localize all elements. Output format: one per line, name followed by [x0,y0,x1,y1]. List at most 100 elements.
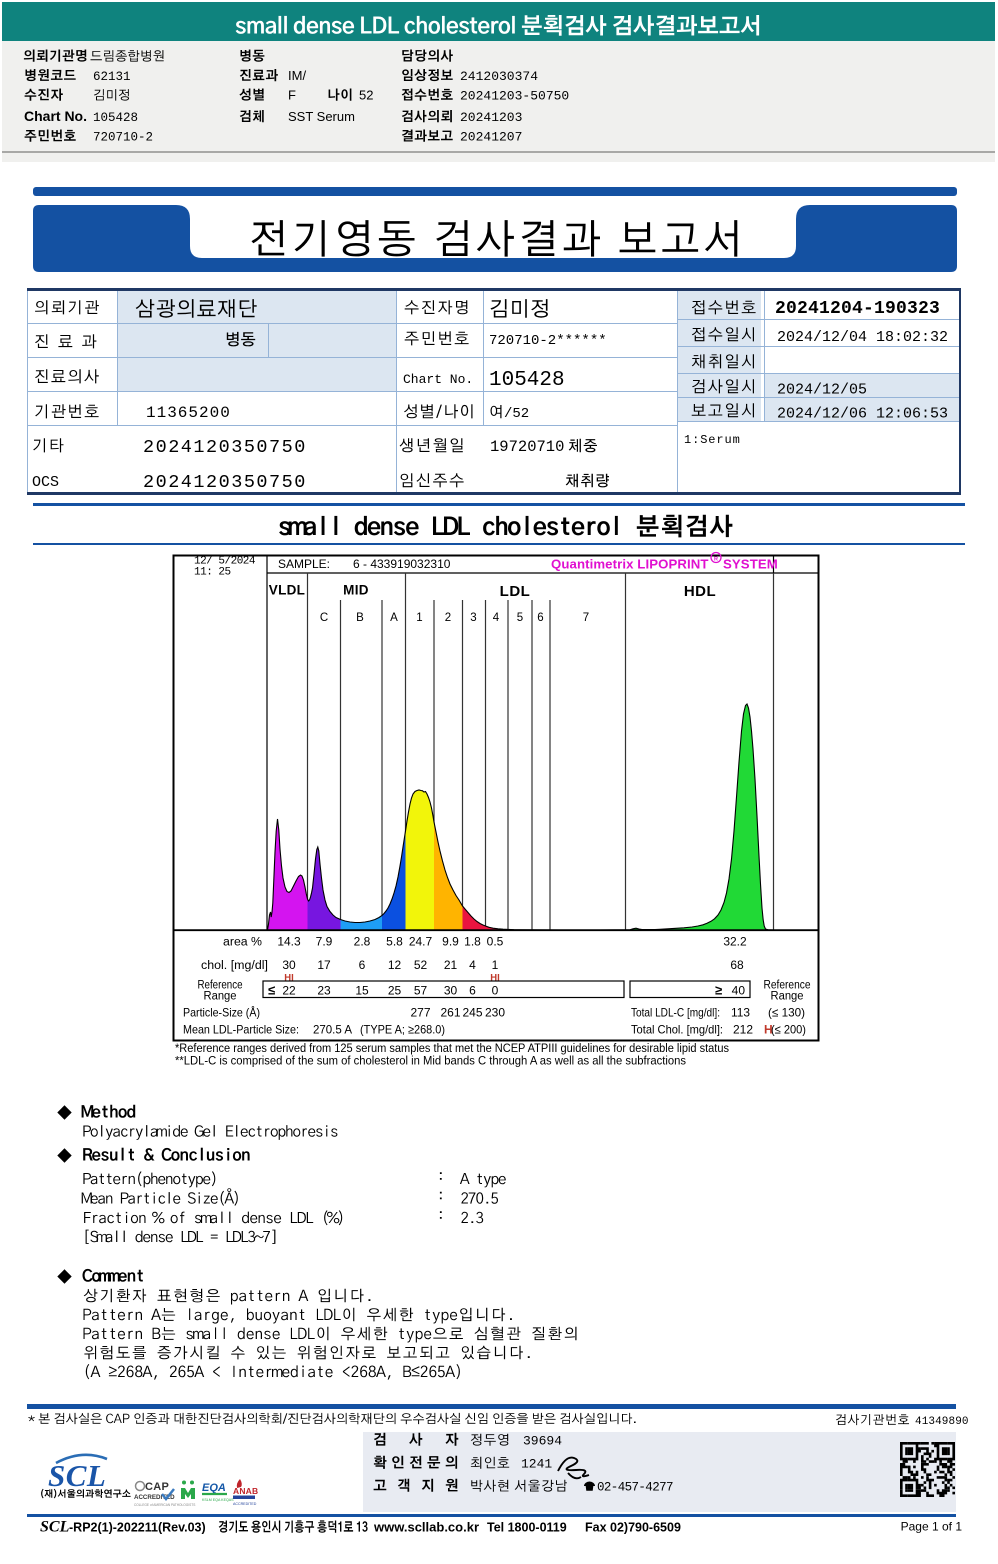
svg-text:20241207: 20241207 [460,130,522,145]
svg-text:≥: ≥ [715,983,722,998]
svg-text:6: 6 [469,984,476,998]
svg-text:2.8: 2.8 [354,935,371,949]
svg-text:Chart No.: Chart No. [403,372,473,387]
svg-text:24.7: 24.7 [409,935,433,949]
svg-text:EQA: EQA [202,1482,226,1494]
svg-text:4: 4 [469,958,476,972]
svg-text:ACCREDITED: ACCREDITED [134,1494,175,1501]
svg-text:57: 57 [414,984,428,998]
svg-text:23: 23 [317,984,331,998]
svg-text:9.9: 9.9 [442,935,459,949]
svg-text:62131: 62131 [93,70,131,84]
svg-text:SST Serum: SST Serum [288,109,355,124]
svg-text:2024/12/06 12:06:53: 2024/12/06 12:06:53 [777,406,948,423]
svg-text:21: 21 [444,958,458,972]
svg-text:**LDL-C is comprised of the su: **LDL-C is comprised of the sum of chole… [175,1054,686,1068]
svg-text:VLDL: VLDL [269,583,305,598]
svg-text:Fax 02)790-6509: Fax 02)790-6509 [585,1521,681,1535]
svg-text:*Reference ranges derived from: *Reference ranges derived from 125 serum… [175,1041,729,1055]
svg-text:CAP: CAP [145,1481,169,1493]
svg-text:0.5: 0.5 [487,935,504,949]
svg-text:Total Chol. [mg/dl]:: Total Chol. [mg/dl]: [631,1023,723,1037]
svg-text:C: C [320,612,328,624]
svg-text:14.3: 14.3 [277,935,301,949]
svg-text:2024120350750: 2024120350750 [143,437,307,458]
svg-text:52: 52 [359,88,373,103]
svg-text:6: 6 [537,612,543,624]
svg-text:LDL: LDL [500,583,531,600]
svg-text:6: 6 [359,958,366,972]
svg-text:R: R [714,557,718,563]
svg-text:IM/: IM/ [288,68,306,83]
svg-text:KSLM EQA KEQAS: KSLM EQA KEQAS [202,1498,234,1502]
svg-text:41349890: 41349890 [915,1416,969,1428]
svg-text:SYSTEM: SYSTEM [723,557,778,572]
svg-text:20241203-50750: 20241203-50750 [460,89,569,104]
svg-text:/52: /52 [504,406,529,422]
svg-text:11365200: 11365200 [146,404,231,422]
svg-text:5: 5 [517,612,523,624]
svg-text:52: 52 [414,958,428,972]
svg-text:B: B [356,612,364,624]
svg-text:Total LDL-C [mg/dl]:: Total LDL-C [mg/dl]: [631,1006,720,1020]
svg-text:4: 4 [493,612,500,624]
svg-text:02-457-4277: 02-457-4277 [597,1481,673,1495]
svg-text:230: 230 [485,1006,505,1020]
svg-text:area %: area % [223,937,262,949]
svg-text:720710-2******: 720710-2****** [489,333,607,349]
svg-text:11: 25: 11: 25 [194,567,231,579]
svg-text:Reference: Reference [764,980,811,992]
svg-text:7.9: 7.9 [316,935,333,949]
svg-text:22: 22 [282,984,296,998]
svg-text:≤: ≤ [268,983,275,998]
svg-text:H: H [764,1023,773,1037]
svg-text:30: 30 [444,984,458,998]
svg-text:OCS: OCS [32,474,59,491]
svg-text:20241204-190323: 20241204-190323 [775,299,940,319]
svg-text:SCL: SCL [48,1458,106,1493]
svg-text:15: 15 [355,984,369,998]
svg-text:32.2: 32.2 [723,935,747,949]
svg-text:ACCREDITED: ACCREDITED [233,1502,257,1506]
svg-text:19720710: 19720710 [490,438,564,456]
svg-text:0: 0 [492,984,499,998]
svg-text:(≤ 200): (≤ 200) [771,1023,806,1037]
svg-text:COLLEGE of AMERICAN PATHOLOGIS: COLLEGE of AMERICAN PATHOLOGISTS [134,1503,195,1507]
svg-text:68: 68 [730,958,744,972]
svg-text:1: 1 [416,612,422,624]
svg-text:261: 261 [440,1006,460,1020]
svg-text:105428: 105428 [489,369,565,392]
svg-text:2: 2 [445,612,451,624]
svg-text:720710-2: 720710-2 [93,131,153,145]
svg-text:1.8: 1.8 [464,935,481,949]
svg-text:270.5 A: 270.5 A [313,1023,352,1037]
svg-text:2412030374: 2412030374 [460,69,538,84]
svg-text:17: 17 [317,958,331,972]
svg-text:A: A [390,612,398,624]
svg-text:Range: Range [771,991,804,1003]
svg-text:20241203: 20241203 [460,110,522,125]
svg-text:40: 40 [732,984,746,998]
svg-text:245: 245 [462,1006,482,1020]
svg-text:39694: 39694 [523,1434,562,1449]
svg-text:7: 7 [583,612,589,624]
svg-text:6 - 433919032310: 6 - 433919032310 [353,557,451,571]
svg-text:-RP2(1)-202211(Rev.03): -RP2(1)-202211(Rev.03) [69,1521,206,1535]
svg-text:HI: HI [284,973,294,984]
svg-text:2024/12/05: 2024/12/05 [777,382,867,399]
svg-text:30: 30 [282,958,296,972]
svg-text:1241: 1241 [521,1457,552,1472]
svg-text:Mean LDL-Particle Size:: Mean LDL-Particle Size: [183,1023,299,1037]
svg-text:HI: HI [490,973,500,984]
svg-text:(TYPE A; ≥268.0): (TYPE A; ≥268.0) [360,1023,445,1037]
svg-text:Particle-Size (Å): Particle-Size (Å) [183,1005,260,1020]
svg-text:12: 12 [388,958,402,972]
svg-text:ANAB: ANAB [233,1486,258,1496]
svg-text:Page 1 of 1: Page 1 of 1 [901,1520,963,1534]
svg-text:www.scllab.co.kr: www.scllab.co.kr [373,1520,479,1535]
svg-text:chol. [mg/dl]: chol. [mg/dl] [201,960,268,972]
svg-text:113: 113 [731,1006,750,1020]
svg-text:SCL: SCL [40,1519,70,1536]
svg-text:25: 25 [388,984,402,998]
svg-text:Tel 1800-0119: Tel 1800-0119 [487,1521,567,1535]
